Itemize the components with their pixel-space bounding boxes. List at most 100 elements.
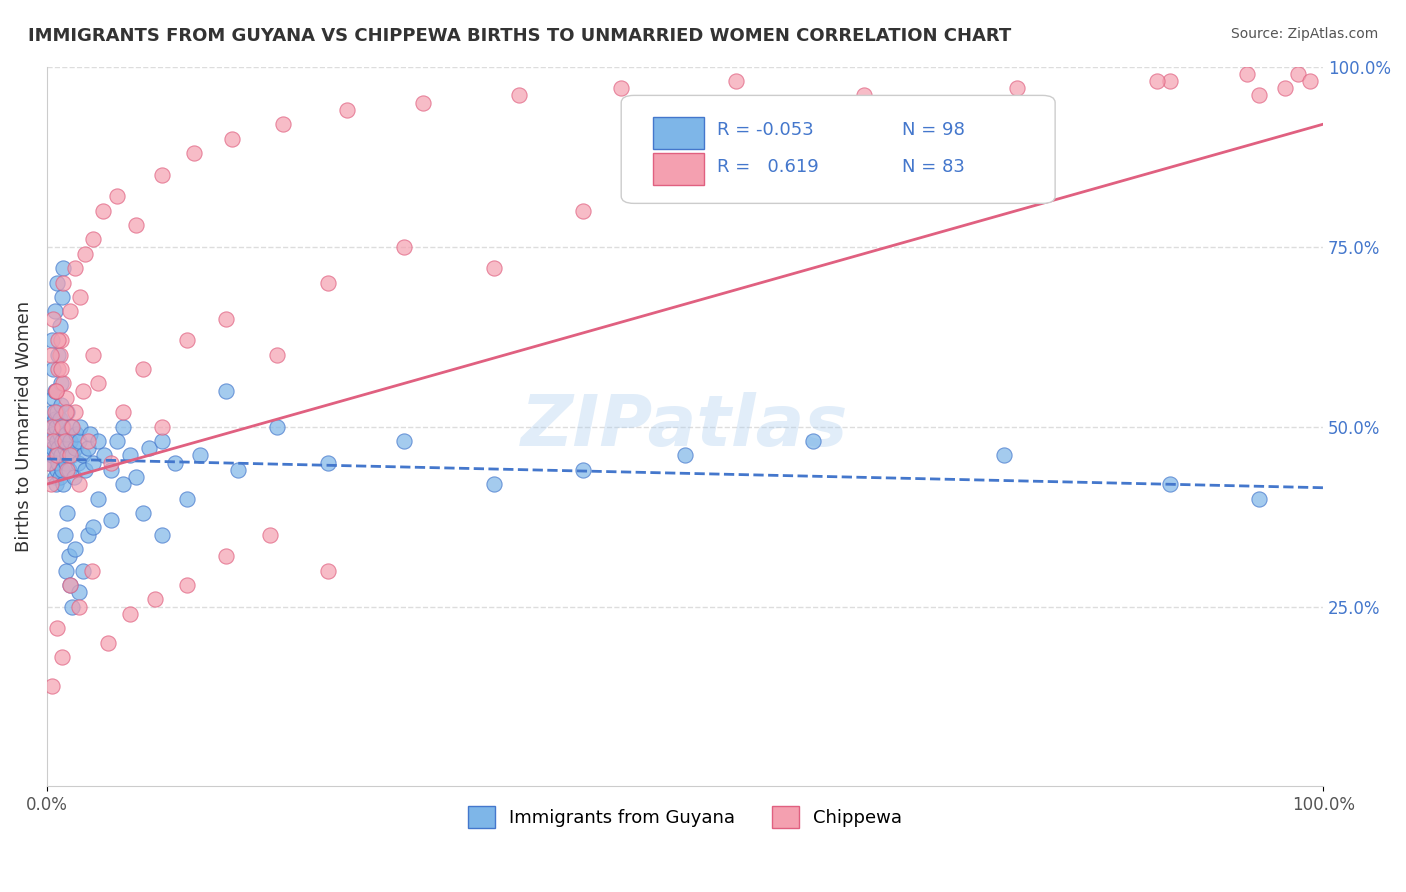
Chippewa [82,232,104,246]
Chippewa [59,578,82,592]
Immigrants from Guyana [46,463,69,477]
Chippewa [118,607,141,621]
Chippewa [316,276,339,290]
Chippewa [41,679,63,693]
Chippewa [150,168,173,182]
Immigrants from Guyana [45,419,67,434]
Chippewa [51,649,73,664]
Immigrants from Guyana [52,261,75,276]
Immigrants from Guyana [801,434,824,448]
Immigrants from Guyana [100,513,122,527]
Immigrants from Guyana [41,448,63,462]
Immigrants from Guyana [48,426,70,441]
Chippewa [67,477,90,491]
Chippewa [67,599,90,614]
Text: IMMIGRANTS FROM GUYANA VS CHIPPEWA BIRTHS TO UNMARRIED WOMEN CORRELATION CHART: IMMIGRANTS FROM GUYANA VS CHIPPEWA BIRTH… [28,27,1011,45]
Immigrants from Guyana [39,419,62,434]
Chippewa [336,103,359,117]
Chippewa [72,384,94,398]
Chippewa [316,564,339,578]
Immigrants from Guyana [93,448,115,462]
Immigrants from Guyana [69,419,91,434]
Chippewa [49,333,72,347]
Chippewa [214,549,236,563]
Chippewa [508,88,530,103]
Text: R = -0.053: R = -0.053 [717,121,814,139]
Immigrants from Guyana [48,470,70,484]
Chippewa [44,405,66,419]
Chippewa [131,362,153,376]
Immigrants from Guyana [45,384,67,398]
Chippewa [75,246,97,260]
Immigrants from Guyana [266,419,288,434]
Immigrants from Guyana [66,456,89,470]
Chippewa [412,95,434,110]
Immigrants from Guyana [112,419,135,434]
Chippewa [69,290,91,304]
Immigrants from Guyana [79,426,101,441]
Immigrants from Guyana [46,276,69,290]
Chippewa [1274,81,1296,95]
Chippewa [145,592,167,607]
Chippewa [221,131,243,145]
Chippewa [852,88,875,103]
Chippewa [48,347,70,361]
Chippewa [725,74,748,88]
Immigrants from Guyana [48,456,70,470]
Chippewa [62,419,84,434]
Immigrants from Guyana [49,398,72,412]
Immigrants from Guyana [51,463,73,477]
Immigrants from Guyana [55,564,77,578]
Immigrants from Guyana [42,426,65,441]
Chippewa [112,405,135,419]
Immigrants from Guyana [59,434,82,448]
Chippewa [48,362,70,376]
Immigrants from Guyana [105,434,128,448]
Immigrants from Guyana [52,419,75,434]
Immigrants from Guyana [176,491,198,506]
Immigrants from Guyana [42,391,65,405]
Immigrants from Guyana [39,434,62,448]
Immigrants from Guyana [58,463,80,477]
Chippewa [259,527,281,541]
Immigrants from Guyana [118,448,141,462]
Immigrants from Guyana [44,412,66,426]
Immigrants from Guyana [673,448,696,462]
Immigrants from Guyana [1159,477,1181,491]
Immigrants from Guyana [51,290,73,304]
Immigrants from Guyana [58,549,80,563]
Chippewa [53,434,76,448]
Chippewa [673,168,696,182]
Text: N = 83: N = 83 [903,159,965,177]
Chippewa [82,347,104,361]
Immigrants from Guyana [482,477,505,491]
Chippewa [394,239,416,253]
Immigrants from Guyana [56,448,79,462]
Chippewa [45,384,67,398]
Immigrants from Guyana [125,470,148,484]
Immigrants from Guyana [45,477,67,491]
Chippewa [1286,67,1309,81]
Immigrants from Guyana [53,527,76,541]
Chippewa [63,405,86,419]
Immigrants from Guyana [131,506,153,520]
Chippewa [52,276,75,290]
Immigrants from Guyana [82,520,104,534]
Immigrants from Guyana [1249,491,1271,506]
Immigrants from Guyana [62,448,84,462]
Immigrants from Guyana [993,448,1015,462]
Chippewa [801,131,824,145]
Chippewa [59,448,82,462]
Immigrants from Guyana [56,506,79,520]
Immigrants from Guyana [48,318,70,333]
Immigrants from Guyana [112,477,135,491]
Chippewa [266,347,288,361]
Immigrants from Guyana [46,405,69,419]
Chippewa [91,203,114,218]
Chippewa [1249,88,1271,103]
Chippewa [56,463,79,477]
Chippewa [176,578,198,592]
Chippewa [1236,67,1258,81]
Text: Source: ZipAtlas.com: Source: ZipAtlas.com [1230,27,1378,41]
Chippewa [183,146,205,161]
